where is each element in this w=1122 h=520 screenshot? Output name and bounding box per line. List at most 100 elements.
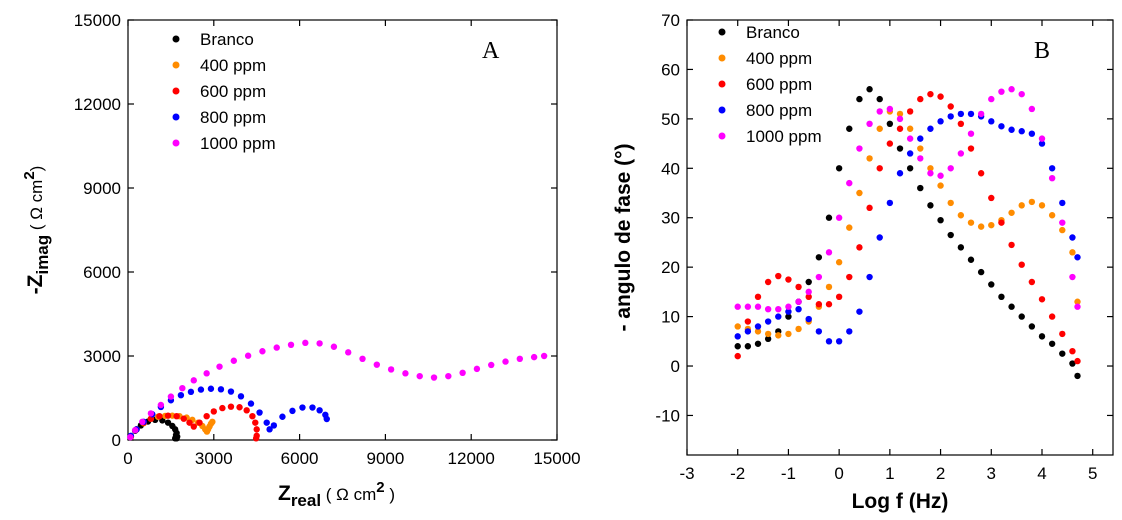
data-point (1048, 313, 1056, 320)
data-point (734, 343, 741, 350)
data-point (316, 407, 323, 414)
data-point (906, 135, 914, 142)
data-point (937, 172, 944, 179)
data-point (289, 407, 296, 415)
data-point (473, 365, 481, 373)
data-point (219, 404, 226, 412)
data-point (775, 272, 782, 280)
data-point (1038, 333, 1046, 340)
series-800-ppm (127, 385, 330, 439)
data-point (896, 125, 904, 132)
data-point (967, 110, 975, 118)
data-point (876, 95, 883, 103)
data-point (947, 231, 954, 239)
data-point (937, 182, 944, 189)
data-point (402, 370, 409, 377)
panel-letter: B (1034, 38, 1050, 64)
x-tick-label: 0 (834, 464, 843, 483)
data-point (866, 204, 873, 212)
data-point (179, 385, 186, 392)
data-point (815, 254, 823, 261)
data-point (316, 340, 323, 347)
data-point (917, 184, 924, 192)
data-point (825, 249, 833, 256)
data-point (1018, 261, 1025, 268)
x-tick-label: 0 (123, 449, 132, 468)
data-point (906, 108, 914, 115)
data-point (927, 170, 934, 177)
panel-a: 0 3000 6000 9000 12000 15000 0 3000 6000 9000 1200… (21, 11, 581, 510)
data-point (856, 95, 863, 103)
data-point (988, 194, 995, 202)
data-point (998, 219, 1005, 226)
data-point (203, 413, 210, 420)
data-point (835, 293, 843, 301)
data-point (947, 199, 954, 207)
data-point (345, 349, 352, 356)
data-point (1048, 165, 1056, 172)
data-point (917, 95, 924, 103)
legend: Branco 400 ppm 600 ppm 800 ppm 1000 ppm (172, 30, 276, 153)
legend-label: Branco (746, 23, 800, 42)
data-point (775, 332, 782, 339)
data-point (243, 407, 250, 414)
data-point (249, 413, 256, 420)
data-point (937, 93, 944, 100)
data-point (815, 328, 823, 335)
data-point (754, 303, 762, 310)
y-tick-label: 40 (661, 159, 680, 178)
data-point (785, 303, 792, 310)
y-tick-label: 60 (661, 60, 680, 79)
data-point (744, 318, 752, 325)
y-tick-label: 15000 (74, 11, 121, 30)
y-tick-label: 50 (661, 110, 680, 129)
data-point (171, 435, 179, 442)
y-tick-label: 30 (661, 209, 680, 228)
x-tick-label: -2 (730, 464, 745, 483)
data-point (734, 333, 741, 340)
data-point (186, 419, 193, 426)
data-point (1028, 105, 1036, 113)
data-point (530, 353, 538, 361)
data-point (1069, 249, 1076, 256)
data-point (1018, 313, 1025, 320)
data-point (253, 426, 260, 433)
y-tick-label: 20 (661, 258, 680, 277)
data-point (977, 170, 985, 177)
data-point (1028, 323, 1036, 330)
data-point (896, 170, 904, 177)
data-point (835, 338, 843, 345)
data-point (988, 95, 995, 103)
data-point (1059, 219, 1066, 226)
data-point (825, 214, 833, 221)
data-point (259, 348, 266, 355)
data-point (1069, 273, 1076, 281)
y-tick-label: 0 (671, 357, 680, 376)
data-point (1074, 372, 1081, 380)
data-point (309, 404, 316, 411)
data-point (795, 283, 802, 291)
data-point (1018, 90, 1025, 98)
data-point (967, 256, 975, 263)
y-tick-label: -10 (655, 406, 680, 425)
data-point (764, 305, 772, 313)
data-point (988, 221, 995, 229)
data-point (1008, 209, 1015, 216)
data-point (856, 308, 863, 315)
data-point (1028, 198, 1036, 206)
plot-frame (127, 19, 558, 441)
data-point (886, 140, 894, 147)
x-tick-label: 4 (1037, 464, 1046, 483)
data-point (734, 352, 741, 360)
data-point (937, 118, 944, 125)
data-point (459, 369, 466, 376)
data-point (805, 293, 812, 301)
data-point (237, 393, 245, 400)
x-tick-label: 3000 (195, 449, 233, 468)
data-point (744, 303, 752, 310)
data-point (256, 409, 263, 416)
data-point (230, 357, 238, 364)
data-point (1059, 199, 1066, 207)
data-point (977, 110, 985, 118)
